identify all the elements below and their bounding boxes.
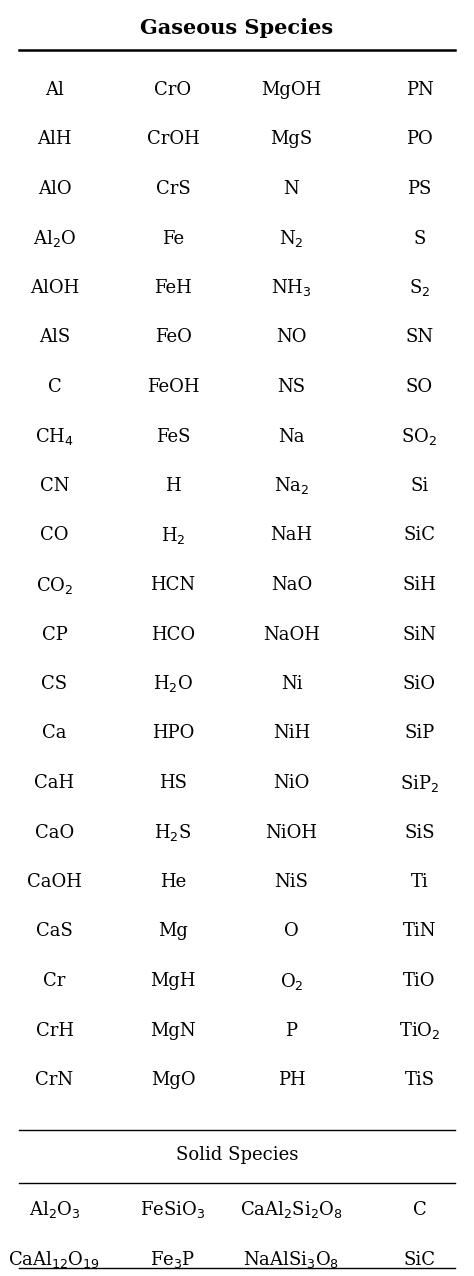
Text: CrH: CrH — [36, 1022, 73, 1040]
Text: Cr: Cr — [43, 972, 66, 990]
Text: PN: PN — [406, 80, 433, 100]
Text: SiO: SiO — [403, 675, 436, 693]
Text: PO: PO — [406, 130, 433, 148]
Text: FeOH: FeOH — [147, 378, 199, 396]
Text: NO: NO — [276, 328, 307, 347]
Text: H: H — [165, 477, 181, 495]
Text: NaO: NaO — [271, 575, 312, 595]
Text: NaOH: NaOH — [263, 625, 320, 643]
Text: CrN: CrN — [36, 1071, 73, 1088]
Text: PS: PS — [407, 180, 432, 198]
Text: SiH: SiH — [402, 575, 437, 595]
Text: FeH: FeH — [154, 279, 192, 297]
Text: Mg: Mg — [158, 923, 188, 940]
Text: CO: CO — [40, 527, 69, 545]
Text: HCN: HCN — [150, 575, 196, 595]
Text: Fe$_3$P: Fe$_3$P — [150, 1249, 196, 1271]
Text: TiS: TiS — [404, 1071, 435, 1088]
Text: CaH: CaH — [35, 775, 74, 792]
Text: SiN: SiN — [402, 625, 437, 643]
Text: SiP$_2$: SiP$_2$ — [400, 772, 439, 794]
Text: MgOH: MgOH — [261, 80, 322, 100]
Text: S: S — [413, 230, 426, 248]
Text: Solid Species: Solid Species — [176, 1146, 298, 1164]
Text: CrS: CrS — [155, 180, 191, 198]
Text: AlS: AlS — [39, 328, 70, 347]
Text: SiS: SiS — [404, 823, 435, 841]
Text: NiOH: NiOH — [265, 823, 318, 841]
Text: TiN: TiN — [403, 923, 436, 940]
Text: SO$_2$: SO$_2$ — [401, 426, 438, 447]
Text: CrO: CrO — [155, 80, 191, 100]
Text: Na: Na — [278, 427, 305, 445]
Text: Fe: Fe — [162, 230, 184, 248]
Text: H$_2$O: H$_2$O — [153, 674, 193, 694]
Text: CP: CP — [42, 625, 67, 643]
Text: CaS: CaS — [36, 923, 73, 940]
Text: AlOH: AlOH — [30, 279, 79, 297]
Text: SiP: SiP — [404, 725, 435, 743]
Text: CaAl$_2$Si$_2$O$_8$: CaAl$_2$Si$_2$O$_8$ — [240, 1199, 343, 1221]
Text: TiO: TiO — [403, 972, 436, 990]
Text: PH: PH — [278, 1071, 305, 1088]
Text: NS: NS — [277, 378, 306, 396]
Text: FeS: FeS — [156, 427, 190, 445]
Text: H$_2$S: H$_2$S — [155, 822, 191, 843]
Text: CS: CS — [41, 675, 68, 693]
Text: CH$_4$: CH$_4$ — [35, 426, 74, 447]
Text: O: O — [284, 923, 299, 940]
Text: Gaseous Species: Gaseous Species — [140, 18, 334, 38]
Text: Na$_2$: Na$_2$ — [274, 476, 309, 496]
Text: FeO: FeO — [155, 328, 191, 347]
Text: Al$_2$O$_3$: Al$_2$O$_3$ — [29, 1199, 80, 1221]
Text: CrOH: CrOH — [146, 130, 200, 148]
Text: Al: Al — [45, 80, 64, 100]
Text: CN: CN — [40, 477, 69, 495]
Text: SiC: SiC — [403, 1250, 436, 1270]
Text: MgS: MgS — [270, 130, 313, 148]
Text: C: C — [412, 1201, 427, 1219]
Text: H$_2$: H$_2$ — [161, 524, 185, 546]
Text: FeSiO$_3$: FeSiO$_3$ — [140, 1199, 206, 1221]
Text: He: He — [160, 873, 186, 891]
Text: C: C — [47, 378, 62, 396]
Text: Ni: Ni — [281, 675, 302, 693]
Text: MgN: MgN — [150, 1022, 196, 1040]
Text: SO: SO — [406, 378, 433, 396]
Text: NH$_3$: NH$_3$ — [271, 277, 312, 299]
Text: P: P — [285, 1022, 298, 1040]
Text: MgH: MgH — [150, 972, 196, 990]
Text: MgO: MgO — [151, 1071, 195, 1088]
Text: HS: HS — [159, 775, 187, 792]
Text: SiC: SiC — [403, 527, 436, 545]
Text: Si: Si — [410, 477, 428, 495]
Text: Ca: Ca — [42, 725, 67, 743]
Text: CaOH: CaOH — [27, 873, 82, 891]
Text: NiO: NiO — [273, 775, 310, 792]
Text: AlH: AlH — [37, 130, 72, 148]
Text: NiS: NiS — [274, 873, 309, 891]
Text: CO$_2$: CO$_2$ — [36, 574, 73, 596]
Text: CaO: CaO — [35, 823, 74, 841]
Text: NiH: NiH — [273, 725, 310, 743]
Text: S$_2$: S$_2$ — [409, 277, 430, 299]
Text: HCO: HCO — [151, 625, 195, 643]
Text: NaH: NaH — [271, 527, 312, 545]
Text: SN: SN — [405, 328, 434, 347]
Text: AlO: AlO — [38, 180, 71, 198]
Text: CaAl$_{12}$O$_{19}$: CaAl$_{12}$O$_{19}$ — [9, 1249, 100, 1271]
Text: N: N — [283, 180, 300, 198]
Text: O$_2$: O$_2$ — [280, 971, 303, 991]
Text: HPO: HPO — [152, 725, 194, 743]
Text: N$_2$: N$_2$ — [279, 228, 304, 249]
Text: Ti: Ti — [410, 873, 428, 891]
Text: TiO$_2$: TiO$_2$ — [399, 1020, 440, 1041]
Text: NaAlSi$_3$O$_8$: NaAlSi$_3$O$_8$ — [244, 1249, 339, 1271]
Text: Al$_2$O: Al$_2$O — [33, 228, 76, 249]
